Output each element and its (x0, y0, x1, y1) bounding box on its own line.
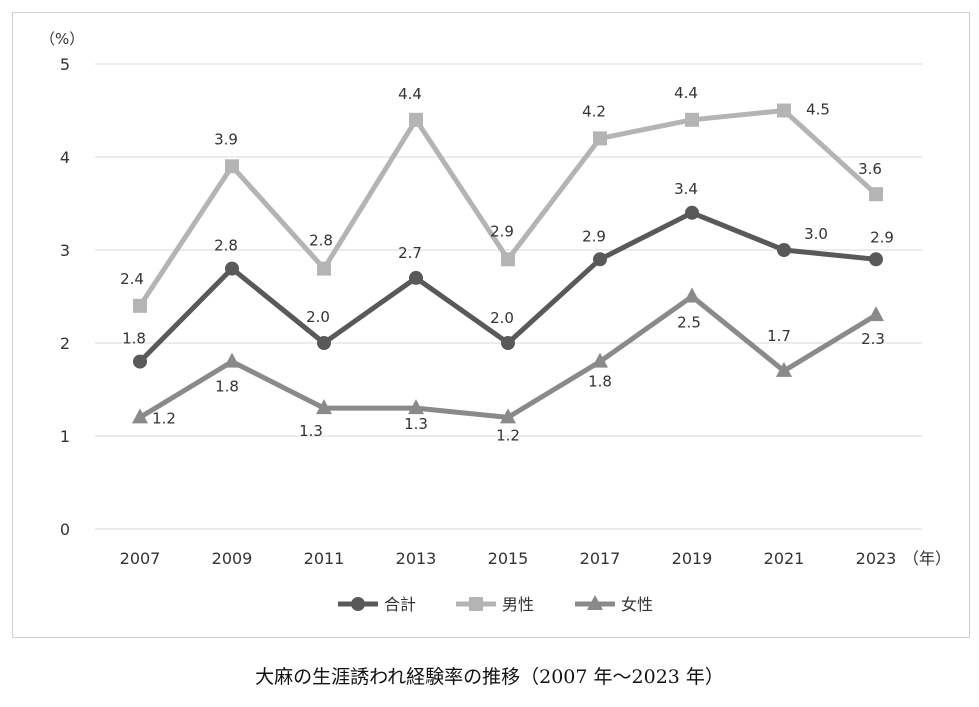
series-2-data-label-2017: 4.2 (582, 102, 606, 120)
x-unit-label: （年） (903, 549, 951, 568)
y-tick-label-3: 3 (60, 241, 70, 260)
series-3-data-label-2009: 1.8 (215, 378, 239, 396)
x-tick-label-2011: 2011 (304, 549, 345, 568)
series-2-point-2019 (685, 112, 699, 127)
y-tick-label-2: 2 (60, 334, 70, 353)
series-3-point-2007 (132, 408, 148, 424)
legend-label-1: 合計 (384, 595, 416, 614)
series-3-point-2021 (776, 361, 792, 377)
series-3-data-label-2007: 1.2 (152, 409, 176, 427)
x-tick-label-2023: 2023 (856, 549, 897, 568)
series-3-data-label-2019: 2.5 (677, 314, 701, 332)
series-1-point-2023 (869, 252, 883, 267)
series-1-data-label-2015: 2.0 (490, 309, 514, 327)
y-tick-label-5: 5 (60, 55, 70, 74)
series-1-point-2013 (409, 270, 423, 285)
series-2-point-2011 (317, 261, 331, 276)
series-2-data-label-2013: 4.4 (398, 85, 422, 103)
series-2-point-2009 (225, 159, 239, 174)
series-2-point-2021 (777, 103, 791, 118)
series-2-data-label-2015: 2.9 (490, 222, 514, 240)
series-1-point-2009 (225, 261, 239, 276)
chart-caption: 大麻の生涯誘われ経験率の推移（2007 年〜2023 年） (255, 666, 724, 688)
series-1-point-2019 (685, 205, 699, 220)
series-1-point-2015 (501, 336, 515, 350)
series-3-data-label-2021: 1.7 (767, 327, 791, 345)
x-tick-label-2013: 2013 (396, 549, 437, 568)
series-3-data-label-2023: 2.3 (861, 330, 885, 348)
series-1-data-label-2011: 2.0 (306, 308, 330, 326)
legend-marker-1 (351, 597, 365, 611)
x-tick-label-2007: 2007 (120, 549, 161, 568)
y-tick-label-0: 0 (60, 520, 70, 539)
series-1-data-label-2023: 2.9 (870, 228, 894, 246)
legend-label-3: 女性 (621, 595, 653, 614)
legend-marker-3 (587, 595, 603, 610)
series-1-point-2021 (777, 243, 791, 257)
series-1-data-label-2019: 3.4 (674, 180, 698, 198)
x-tick-label-2009: 2009 (212, 549, 253, 568)
series-1-point-2017 (593, 252, 607, 267)
x-tick-label-2015: 2015 (488, 549, 529, 568)
series-3-data-label-2015: 1.2 (496, 426, 520, 444)
series-3-data-label-2013: 1.3 (404, 415, 428, 433)
series-2-point-2023 (869, 187, 883, 202)
series-1-data-label-2021: 3.0 (804, 225, 828, 243)
series-3-point-2015 (500, 408, 516, 424)
y-tick-label-4: 4 (60, 148, 70, 167)
series-2-data-label-2007: 2.4 (120, 270, 144, 288)
x-tick-label-2017: 2017 (580, 549, 621, 568)
series-1-data-label-2013: 2.7 (398, 244, 422, 262)
series-2-data-label-2011: 2.8 (309, 232, 333, 250)
series-1-data-label-2009: 2.8 (214, 237, 238, 255)
legend-marker-2 (469, 597, 483, 611)
series-3-point-2017 (592, 352, 608, 368)
series-2-data-label-2009: 3.9 (214, 130, 238, 148)
y-unit-label: （%） (40, 30, 84, 48)
series-3-point-2009 (224, 352, 240, 368)
series-2-data-label-2021: 4.5 (806, 101, 830, 119)
series-2-point-2007 (133, 298, 147, 313)
series-1-data-label-2017: 2.9 (582, 227, 606, 245)
series-2-point-2017 (593, 131, 607, 146)
series-1-point-2011 (317, 336, 331, 350)
series-2-data-label-2019: 4.4 (674, 84, 698, 102)
series-3-point-2019 (684, 287, 700, 303)
x-tick-label-2021: 2021 (764, 549, 805, 568)
series-3-data-label-2017: 1.8 (588, 373, 612, 391)
chart-frame (12, 12, 970, 638)
series-1-data-label-2007: 1.8 (122, 330, 146, 348)
line-chart: 0 1 2 3 4 5 （%） 2007 2009 2011 2013 2015 2017 2019 202… (40, 30, 951, 614)
series-2-line (137, 108, 879, 309)
series-1-point-2007 (133, 354, 147, 369)
legend-label-2: 男性 (502, 595, 534, 614)
series-3-data-label-2011: 1.3 (299, 422, 323, 440)
series-2-point-2013 (409, 112, 423, 127)
y-tick-label-1: 1 (60, 427, 70, 446)
series-2-point-2015 (501, 252, 515, 267)
series-3-point-2013 (408, 399, 424, 415)
series-3-point-2011 (316, 399, 332, 415)
series-2-data-label-2023: 3.6 (858, 160, 882, 178)
series-3-point-2023 (868, 306, 884, 322)
x-tick-label-2019: 2019 (672, 549, 713, 568)
